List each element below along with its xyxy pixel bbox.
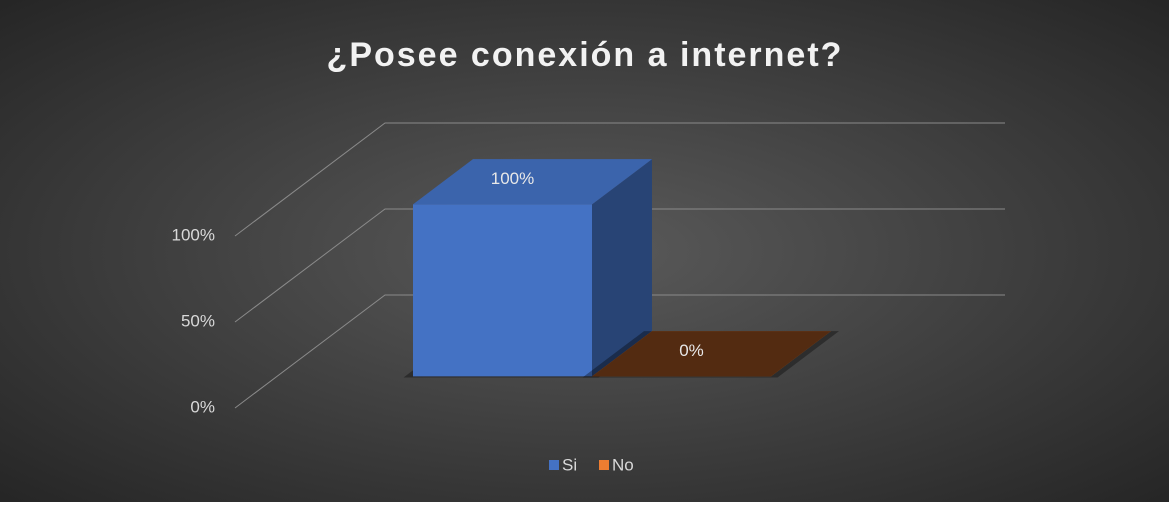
legend-label: No: [612, 455, 634, 474]
y-tick-label: 50%: [181, 311, 215, 330]
legend-swatch: [549, 460, 559, 470]
shade: [592, 159, 652, 377]
data-label: 0%: [679, 341, 704, 360]
grid-line: [234, 208, 1005, 323]
bar-top: [413, 159, 652, 205]
bar-side: [592, 159, 652, 377]
data-label: 100%: [491, 169, 534, 188]
legend-swatch: [599, 460, 609, 470]
y-tick-label: 0%: [190, 397, 215, 416]
bar-front: [413, 204, 592, 377]
y-tick-label: 100%: [172, 225, 215, 244]
legend-label: Si: [562, 455, 577, 474]
chart-title: ¿Posee conexión a internet?: [327, 36, 844, 74]
shade: [592, 331, 831, 377]
grid-line: [234, 294, 1005, 409]
grid-line: [234, 122, 1005, 237]
shade: [413, 159, 652, 205]
